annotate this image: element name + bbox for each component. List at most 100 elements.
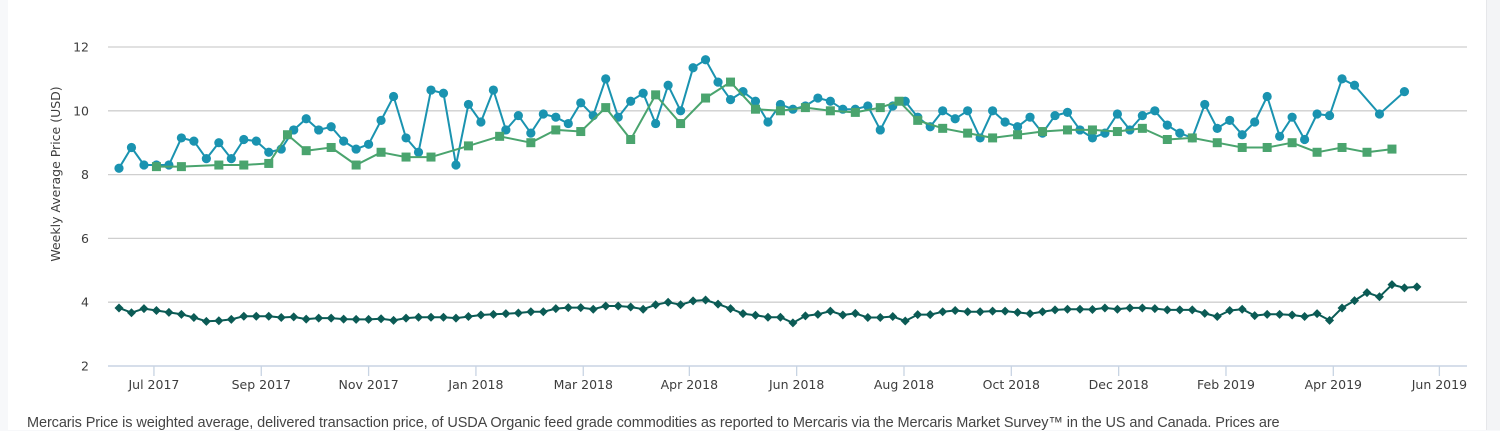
data-point: [1275, 309, 1285, 319]
data-point: [1200, 99, 1210, 110]
data-point: [601, 74, 611, 84]
data-point: [1262, 91, 1272, 102]
data-point: [526, 138, 536, 148]
data-point: [975, 307, 985, 317]
data-point: [264, 147, 274, 157]
data-point: [763, 117, 773, 127]
data-point: [850, 107, 860, 117]
data-point: [451, 313, 461, 323]
data-point: [314, 125, 324, 135]
data-point: [1337, 74, 1347, 84]
data-point: [601, 103, 611, 113]
data-point: [601, 301, 611, 311]
data-point: [1300, 312, 1310, 322]
data-point: [913, 115, 923, 125]
data-point: [775, 106, 785, 116]
data-point: [713, 299, 723, 309]
series-diamond: [114, 280, 1422, 328]
data-point: [1038, 307, 1048, 317]
data-point: [913, 310, 923, 320]
data-point: [688, 63, 698, 73]
data-point: [1000, 117, 1010, 127]
x-axis: Jul 2017 Sep 2017 Nov 2017 Jan 2018 Mar 2018…: [128, 366, 1467, 392]
data-point: [389, 315, 399, 325]
data-point: [1187, 133, 1197, 143]
data-point: [1399, 283, 1409, 293]
data-point: [201, 316, 211, 326]
data-point: [1187, 305, 1197, 315]
data-point: [513, 308, 523, 318]
data-point: [626, 96, 636, 106]
data-point: [438, 88, 449, 98]
data-point: [151, 162, 161, 172]
data-point: [301, 114, 311, 124]
y-tick-label: 10: [73, 103, 89, 118]
data-point: [988, 106, 998, 116]
x-tick-label: Apr 2019: [1305, 377, 1362, 392]
x-tick-label: Apr 2018: [661, 377, 718, 392]
data-point: [1075, 304, 1085, 314]
data-point: [526, 128, 536, 138]
data-point: [1225, 305, 1235, 315]
data-point: [813, 309, 823, 319]
data-point: [426, 85, 436, 95]
data-point: [339, 314, 349, 324]
data-point: [1324, 110, 1335, 121]
y-tick-label: 4: [81, 295, 89, 310]
data-point: [1387, 144, 1397, 154]
scrollbar-track[interactable]: [1486, 0, 1500, 430]
data-point: [850, 308, 860, 318]
data-point: [301, 146, 311, 156]
data-point: [251, 311, 261, 321]
data-point: [800, 103, 810, 113]
data-point: [1062, 304, 1072, 314]
data-point: [364, 314, 374, 324]
data-point: [1237, 142, 1247, 152]
data-point: [1287, 112, 1297, 122]
data-point: [1062, 107, 1073, 117]
data-point: [1137, 123, 1147, 133]
data-point: [1287, 138, 1297, 148]
data-point: [925, 310, 935, 320]
data-point: [538, 109, 548, 119]
data-point: [463, 141, 473, 151]
data-point: [201, 154, 211, 164]
data-point: [463, 312, 473, 322]
data-point: [700, 55, 711, 65]
data-point: [451, 160, 461, 170]
data-point: [151, 305, 161, 315]
data-point: [1212, 138, 1222, 148]
data-point: [239, 134, 249, 145]
data-point: [1025, 112, 1035, 122]
data-point: [750, 310, 760, 320]
data-point: [963, 307, 973, 317]
data-point: [214, 138, 224, 148]
data-point: [1362, 147, 1372, 157]
data-point: [576, 98, 586, 108]
data-point: [1399, 87, 1410, 97]
data-point: [139, 160, 149, 170]
x-tick-label: Mar 2018: [554, 377, 613, 392]
data-point: [763, 312, 773, 322]
data-point: [638, 88, 648, 98]
data-point: [563, 303, 573, 313]
series-square: [151, 77, 1397, 172]
data-point: [875, 103, 885, 113]
data-point: [838, 310, 848, 320]
data-point: [1275, 131, 1285, 141]
data-point: [438, 312, 448, 322]
data-point: [114, 163, 124, 173]
data-point: [1087, 133, 1098, 143]
data-point: [663, 297, 673, 307]
data-point: [1050, 305, 1060, 315]
data-point: [1312, 147, 1322, 157]
data-point: [264, 311, 274, 321]
data-point: [875, 313, 885, 323]
data-point: [176, 133, 186, 143]
data-point: [388, 91, 399, 102]
x-tick-label: Jun 2018: [768, 377, 824, 392]
data-point: [1013, 307, 1023, 317]
data-point: [713, 77, 723, 87]
data-point: [800, 311, 810, 321]
data-point: [563, 118, 573, 129]
